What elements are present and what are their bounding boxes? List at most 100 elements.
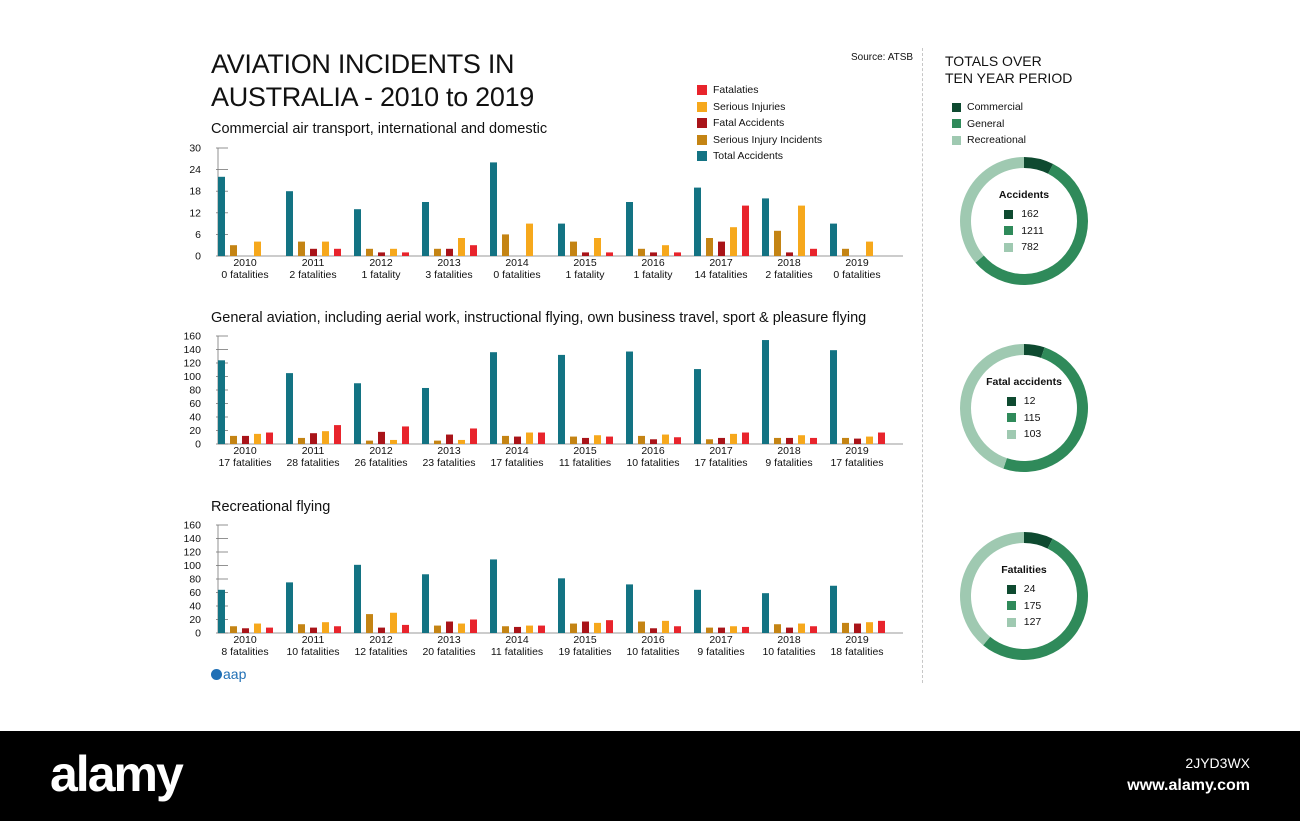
- donut-swatch: [1006, 617, 1016, 627]
- donut-swatch: [1006, 396, 1016, 406]
- bar-serious-injury-incidents: [638, 435, 645, 444]
- watermark-footer: alamy 2JYD3WX www.alamy.com: [0, 731, 1300, 821]
- donut-row-recreational: 103: [1006, 426, 1041, 443]
- bar-total-accidents: [762, 593, 769, 633]
- bar-serious-injury-incidents: [366, 248, 373, 256]
- donut-value: 782: [1021, 241, 1039, 254]
- legend-item-serious-injuries: Serious Injuries: [697, 99, 822, 116]
- donut-value: 162: [1021, 208, 1039, 221]
- bar-serious-injury-incidents: [298, 624, 305, 633]
- bar-total-accidents: [626, 351, 633, 444]
- aap-logo-icon: [211, 668, 222, 680]
- x-tick-label: 2012: [369, 257, 393, 269]
- bar-serious-injury-incidents: [842, 248, 849, 256]
- bar-serious-injury-incidents: [366, 440, 373, 444]
- donut-title: Accidents: [998, 189, 1050, 201]
- bar-total-accidents: [422, 574, 429, 633]
- bar-serious-injury-incidents: [774, 624, 781, 633]
- x-tick-label: 2011: [302, 257, 325, 269]
- totals-title: TOTALS OVER TEN YEAR PERIOD: [945, 53, 1072, 87]
- bar-fatal-accidents: [650, 439, 657, 444]
- y-tick-label: 20: [189, 425, 201, 437]
- bar-serious-injuries: [594, 435, 601, 444]
- x-sublabel: 17 fatalities: [830, 457, 883, 469]
- x-sublabel: 1 fatality: [565, 269, 605, 281]
- x-tick-label: 2018: [777, 634, 801, 646]
- x-sublabel: 26 fatalities: [354, 457, 407, 469]
- source-note: Source: ATSB: [851, 52, 914, 63]
- donut-slice-general: [983, 538, 1088, 660]
- y-tick-label: 120: [183, 547, 201, 559]
- legend-swatch: [697, 85, 707, 96]
- bar-serious-injury-incidents: [434, 248, 441, 256]
- bar-fatalaties: [334, 626, 341, 633]
- bar-total-accidents: [422, 202, 429, 256]
- bar-fatalaties: [606, 252, 613, 256]
- legend-label: General: [967, 117, 1005, 130]
- donut-value: 24: [1023, 583, 1036, 596]
- fatalities-donut-ring: [960, 532, 1088, 660]
- bar-total-accidents: [218, 176, 225, 256]
- legend-swatch: [697, 134, 707, 145]
- bar-total-accidents: [626, 202, 633, 256]
- x-sublabel: 20 fatalities: [422, 646, 475, 658]
- y-tick-label: 60: [189, 587, 201, 599]
- bar-total-accidents: [490, 352, 497, 444]
- y-tick-label: 140: [183, 344, 201, 356]
- donut-slice-recreational: [960, 532, 1024, 646]
- bar-serious-injuries: [594, 238, 601, 256]
- bar-fatal-accidents: [718, 241, 725, 256]
- legend-label: Fatalaties: [713, 84, 759, 97]
- bar-total-accidents: [422, 387, 429, 444]
- y-tick-label: 6: [195, 229, 201, 241]
- alamy-logo: alamy: [50, 746, 184, 802]
- totals-legend-commercial: Commercial: [952, 99, 1026, 116]
- x-tick-label: 2016: [641, 445, 665, 457]
- bar-serious-injury-incidents: [298, 241, 305, 256]
- bar-fatalaties: [810, 248, 817, 256]
- legend-item-fatalaties: Fatalaties: [697, 82, 822, 99]
- x-sublabel: 17 fatalities: [490, 457, 543, 469]
- y-tick-label: 30: [189, 143, 201, 155]
- x-sublabel: 10 fatalities: [762, 646, 815, 658]
- aap-logo: aap: [211, 666, 246, 682]
- totals-legend-recreational: Recreational: [952, 132, 1026, 149]
- legend-item-fatal-accidents: Fatal Accidents: [697, 115, 822, 132]
- bar-fatalaties: [674, 626, 681, 633]
- section-divider: [922, 48, 923, 683]
- x-tick-label: 2016: [641, 257, 665, 269]
- donut-row-recreational: 782: [1004, 239, 1044, 256]
- bar-serious-injury-incidents: [298, 437, 305, 444]
- bar-fatalaties: [742, 205, 749, 256]
- bar-total-accidents: [694, 187, 701, 256]
- bar-serious-injuries: [458, 238, 465, 256]
- y-tick-label: 12: [189, 207, 201, 219]
- aap-logo-text: aap: [223, 666, 247, 682]
- bar-fatalaties: [742, 432, 749, 444]
- bar-fatal-accidents: [514, 436, 521, 444]
- donut-row-commercial: 162: [1004, 206, 1044, 223]
- legend-swatch: [697, 118, 707, 129]
- alamy-url: www.alamy.com: [1127, 777, 1250, 794]
- x-tick-label: 2011: [302, 634, 325, 646]
- bar-total-accidents: [694, 369, 701, 444]
- bar-fatal-accidents: [378, 627, 385, 633]
- donut-slice-commercial: [1024, 532, 1053, 549]
- bar-fatalaties: [878, 620, 885, 633]
- x-sublabel: 9 fatalities: [765, 457, 812, 469]
- y-tick-label: 80: [189, 385, 201, 397]
- x-tick-label: 2012: [369, 445, 393, 457]
- x-sublabel: 12 fatalities: [354, 646, 407, 658]
- donut-swatch: [1006, 584, 1016, 594]
- bar-serious-injuries: [866, 241, 873, 256]
- x-sublabel: 3 fatalities: [425, 269, 472, 281]
- y-tick-label: 0: [195, 251, 201, 263]
- bar-fatal-accidents: [582, 252, 589, 256]
- bar-fatalaties: [266, 627, 273, 633]
- y-tick-label: 120: [183, 358, 201, 370]
- bar-total-accidents: [762, 340, 769, 444]
- legend-label: Recreational: [967, 134, 1026, 147]
- bar-fatal-accidents: [378, 431, 385, 444]
